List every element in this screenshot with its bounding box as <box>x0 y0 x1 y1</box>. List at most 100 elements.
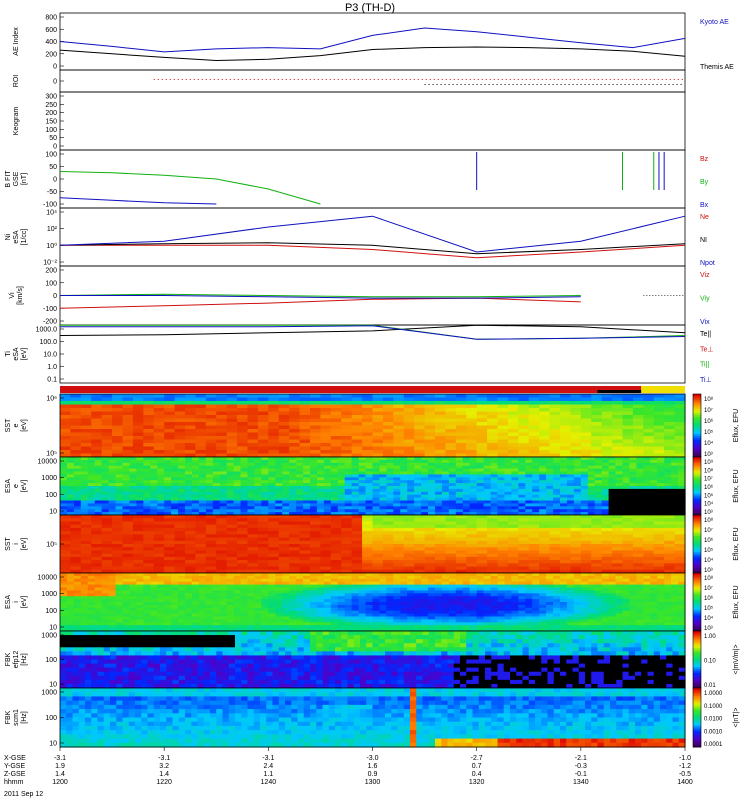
y-axis-label: ESA <box>5 595 12 609</box>
y-tick-label: 1000 <box>41 690 57 697</box>
y-axis-label: e <box>13 423 20 427</box>
colorbar-tick-label: 10³ <box>704 626 713 632</box>
roi-marker <box>389 79 391 80</box>
ephemeris-value: -3.1 <box>262 755 274 762</box>
roi-marker <box>597 79 599 80</box>
colorbar-tick-label: 0.0001 <box>704 742 723 748</box>
y-tick-label: 600 <box>45 27 57 34</box>
colorbar-tick-label: 10⁷ <box>704 527 713 534</box>
roi-marker <box>541 79 543 80</box>
roi-marker <box>513 79 515 80</box>
colorbar-tick-label: 10⁸ <box>704 517 714 524</box>
roi-marker <box>600 84 602 85</box>
y-axis-label: Ti <box>5 351 12 357</box>
roi-marker <box>157 79 159 80</box>
roi-marker <box>556 84 558 85</box>
y-tick-label: 250 <box>45 102 57 109</box>
roi-marker <box>465 79 467 80</box>
panel-ti: 1000.0 100.0 10.0 1.0 0.1 Ti eSA [eV] Te|| Te⊥ Ti|… <box>5 324 714 384</box>
y-axis-label: i <box>13 543 20 545</box>
roi-marker <box>444 84 446 85</box>
vix-line <box>60 295 581 299</box>
colorbar-tick-label: 10⁵ <box>704 429 714 436</box>
ephemeris-value: -0.3 <box>575 763 587 770</box>
te-par-line <box>59 324 686 336</box>
roi-marker <box>429 79 431 80</box>
y-axis-label: eSA <box>13 230 20 244</box>
roi-marker <box>624 84 626 85</box>
roi-marker <box>565 79 567 80</box>
panel-vi: 200 100 0 -100 -200 Vi [km/s] Viz Viy Vix <box>9 265 710 326</box>
roi-marker <box>649 79 651 80</box>
roi-marker <box>653 79 655 80</box>
roi-marker <box>681 79 683 80</box>
colorbar-tick-label: 10⁴ <box>704 440 714 447</box>
ephemeris-row-label: Z-GSE <box>4 771 26 778</box>
roi-marker <box>233 79 235 80</box>
roi-marker <box>564 84 566 85</box>
roi-marker <box>325 79 327 80</box>
y-tick-label: 50 <box>49 164 57 171</box>
roi-marker <box>357 79 359 80</box>
ephemeris-value: 1.9 <box>55 763 65 770</box>
y-tick-label: 200 <box>45 268 57 275</box>
y-axis-label: Ni <box>5 233 12 240</box>
ephemeris-row-label: hhmm <box>4 779 24 786</box>
roi-marker <box>433 79 435 80</box>
y-tick-label: 100 <box>45 280 57 287</box>
y-axis-label: e <box>13 484 20 488</box>
panel-ni: 10⁴ 10² 10⁰ 10⁻² Ni eSA [1/cc] Ne NI Npot <box>5 207 715 267</box>
colorbar-tick-label: 1.00 <box>704 634 716 640</box>
roi-marker <box>205 79 207 80</box>
roi-marker <box>592 84 594 85</box>
y-tick-label: 10 <box>49 741 57 748</box>
roi-marker <box>537 79 539 80</box>
ephemeris-value: 1240 <box>261 779 277 786</box>
y-tick-label: 10⁻² <box>43 260 57 267</box>
roi-marker <box>680 84 682 85</box>
roi-marker <box>456 84 458 85</box>
ephemeris-value: 3.2 <box>159 763 169 770</box>
roi-marker <box>629 79 631 80</box>
roi-marker <box>453 79 455 80</box>
roi-marker <box>377 79 379 80</box>
roi-marker <box>173 79 175 80</box>
roi-marker <box>573 79 575 80</box>
roi-marker <box>625 79 627 80</box>
legend-entry: Ti|| <box>700 362 709 369</box>
colorbar-title: <|nT|> <box>733 708 740 728</box>
ephemeris-row-label: X-GSE <box>4 755 26 762</box>
y-axis-label: [eV] <box>21 480 28 493</box>
legend-entry: Viy <box>700 296 710 303</box>
ephemeris-value: -3.0 <box>366 755 378 762</box>
roi-marker <box>476 84 478 85</box>
roi-marker <box>369 79 371 80</box>
y-tick-label: 1000 <box>41 591 57 598</box>
roi-marker <box>561 79 563 80</box>
y-tick-label: -200 <box>43 319 57 326</box>
roi-marker <box>520 84 522 85</box>
roi-marker <box>373 79 375 80</box>
y-tick-label: 50 <box>49 135 57 142</box>
legend-entry: Te|| <box>700 331 711 338</box>
y-axis-label: [eV] <box>21 419 28 432</box>
ephemeris-value: 1200 <box>52 779 68 786</box>
roi-marker <box>381 79 383 80</box>
roi-marker <box>341 79 343 80</box>
roi-marker <box>273 79 275 80</box>
colorbar-tick-label: 10⁷ <box>704 476 713 483</box>
roi-marker <box>269 79 271 80</box>
panel-frame <box>59 149 686 209</box>
roi-marker <box>237 79 239 80</box>
roi-marker <box>577 79 579 80</box>
roi-marker <box>432 84 434 85</box>
legend-entry: Bx <box>700 202 709 209</box>
roi-marker <box>181 79 183 80</box>
roi-marker <box>177 79 179 80</box>
panel-sst_i: 10⁵ SST i [eV] 10⁸ 10⁷ 10⁶ 10⁵ 10⁴ 10³ Eflux, EFU <box>5 514 740 574</box>
roi-marker <box>632 84 634 85</box>
colorbar-tick-label: 10³ <box>704 452 713 458</box>
ephemeris-value: 0.9 <box>368 771 378 778</box>
ephemeris-row-label: Y-GSE <box>4 763 25 770</box>
